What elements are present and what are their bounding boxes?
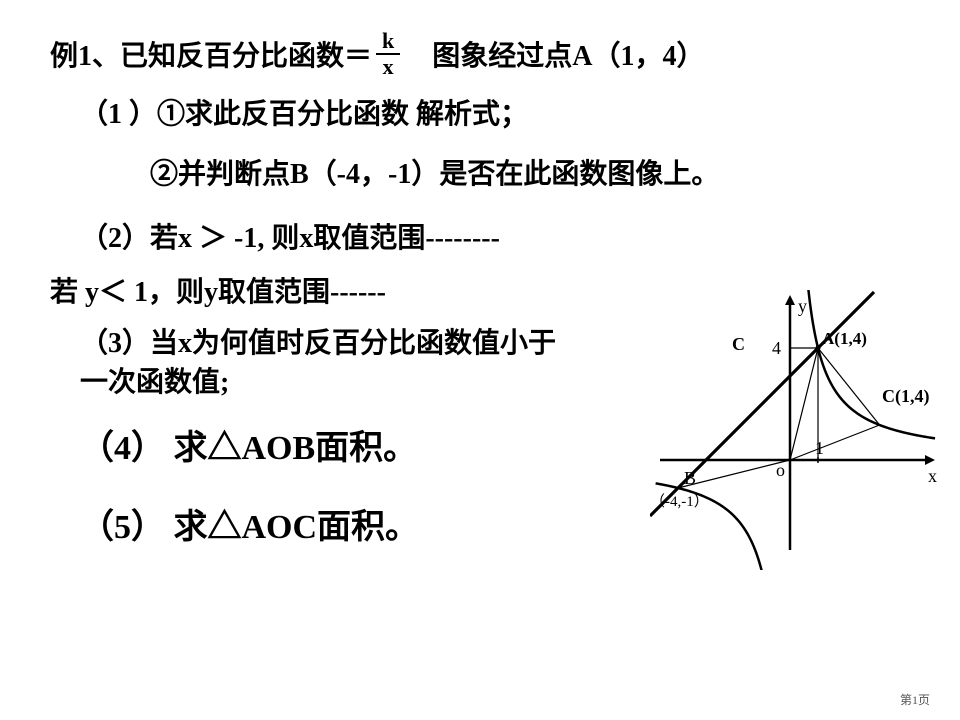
question-2: （2）若x ＞ -1, 则x取值范围--------: [80, 216, 920, 256]
svg-text:4: 4: [772, 338, 781, 358]
header-suffix: 图象经过点A（1，4）: [404, 34, 704, 74]
header-prefix: 例1、已知反百分比函数＝: [50, 34, 372, 74]
graph-svg: 1oxy4A(1,4)CC(1,4)B（-4,-1）: [650, 290, 950, 570]
header-line: 例1、已知反百分比函数＝ k x 图象经过点A（1，4）: [50, 30, 920, 78]
fraction-numerator: k: [376, 30, 400, 55]
question-3: （3）当x为何值时反百分比函数值小于一次函数值;: [80, 324, 580, 402]
svg-text:C: C: [732, 334, 745, 354]
graph: 1oxy4A(1,4)CC(1,4)B（-4,-1）: [650, 290, 950, 570]
svg-text:A(1,4): A(1,4): [822, 329, 867, 348]
question-1a: （1 ）①求此反百分比函数 解析式；: [80, 92, 920, 132]
page-number: 第1页: [900, 691, 930, 708]
svg-text:B: B: [684, 468, 696, 488]
svg-text:C(1,4): C(1,4): [882, 386, 930, 407]
svg-text:（-4,-1）: （-4,-1）: [650, 493, 709, 510]
page: 例1、已知反百分比函数＝ k x 图象经过点A（1，4） （1 ）①求此反百分比…: [0, 0, 960, 720]
fraction-denominator: x: [383, 55, 394, 78]
question-1b: ②并判断点B（-4，-1）是否在此函数图像上。: [150, 152, 920, 192]
svg-text:x: x: [928, 466, 937, 486]
fraction-k-over-x: k x: [376, 30, 400, 78]
svg-text:y: y: [798, 296, 807, 316]
